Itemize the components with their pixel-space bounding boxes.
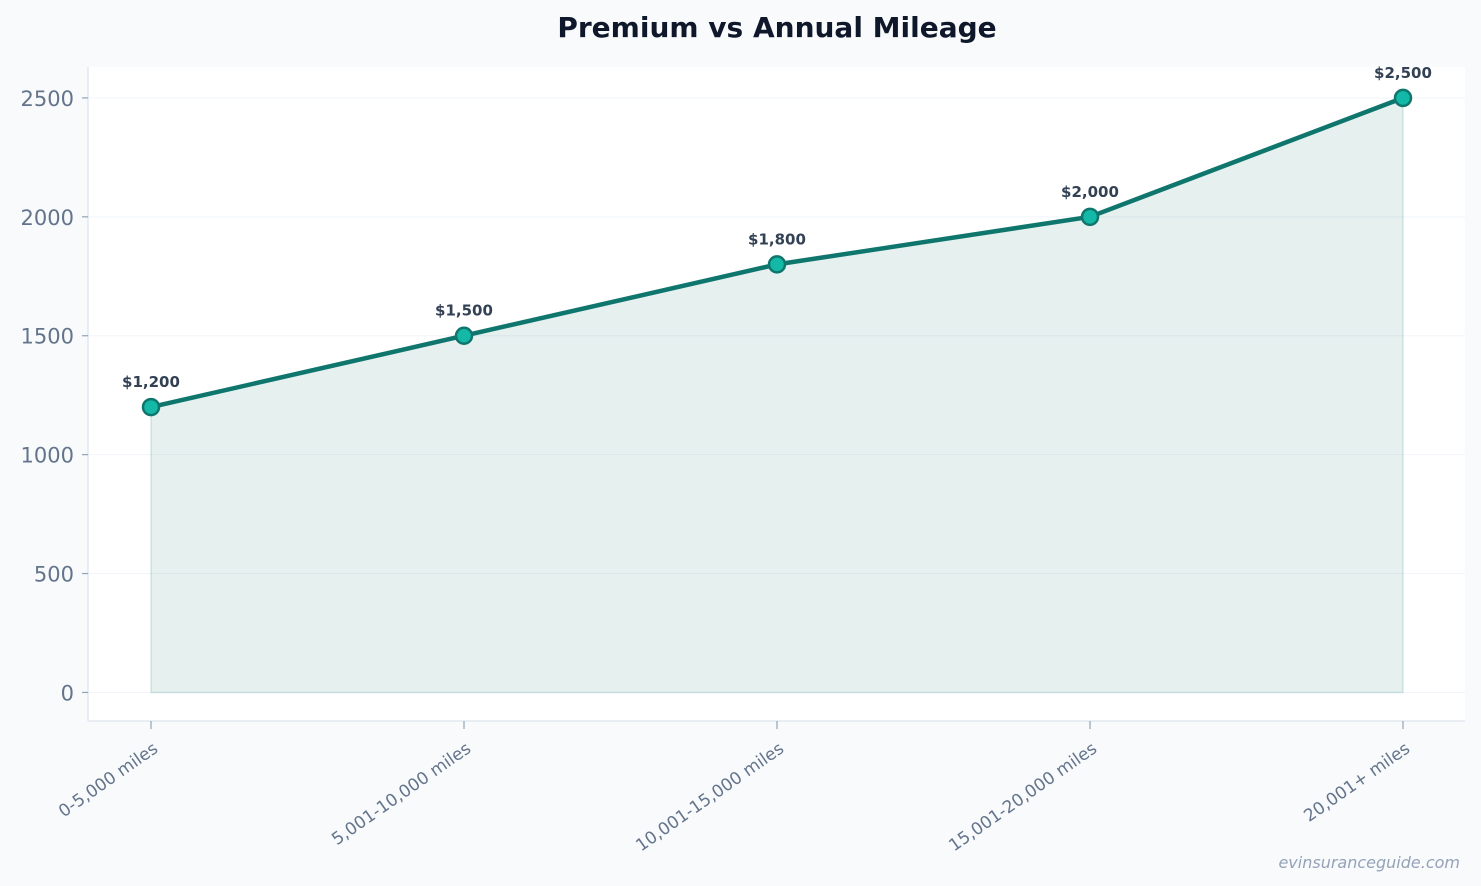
- data-point: [1080, 207, 1100, 227]
- y-tick-label: 0: [61, 681, 74, 705]
- y-tick-label: 1500: [21, 325, 74, 349]
- data-label: $2,000: [1061, 183, 1119, 201]
- y-tick-label: 500: [34, 563, 74, 587]
- data-label: $1,200: [122, 373, 180, 391]
- data-point: [141, 397, 161, 417]
- data-point: [454, 326, 474, 345]
- data-label: $1,500: [435, 302, 493, 320]
- plot-area: [88, 67, 1465, 721]
- y-axis-ticks: 0 500 1000 1500 2000 2500: [21, 87, 88, 705]
- data-label: $1,800: [748, 230, 806, 248]
- data-label: $2,500: [1374, 64, 1432, 82]
- watermark: evinsuranceguide.com: [1278, 853, 1460, 872]
- data-labels: $1,200 $1,500 $1,800 $2,000 $2,500: [122, 64, 1432, 391]
- data-points: [141, 88, 1413, 417]
- data-point: [1393, 88, 1413, 108]
- y-tick-label: 2500: [21, 87, 74, 111]
- y-tick-label: 1000: [21, 444, 74, 468]
- y-tick-label: 2000: [21, 206, 74, 230]
- data-point: [767, 255, 787, 274]
- chart-title: Premium vs Annual Mileage: [557, 11, 996, 44]
- grid-lines: [88, 97, 1465, 693]
